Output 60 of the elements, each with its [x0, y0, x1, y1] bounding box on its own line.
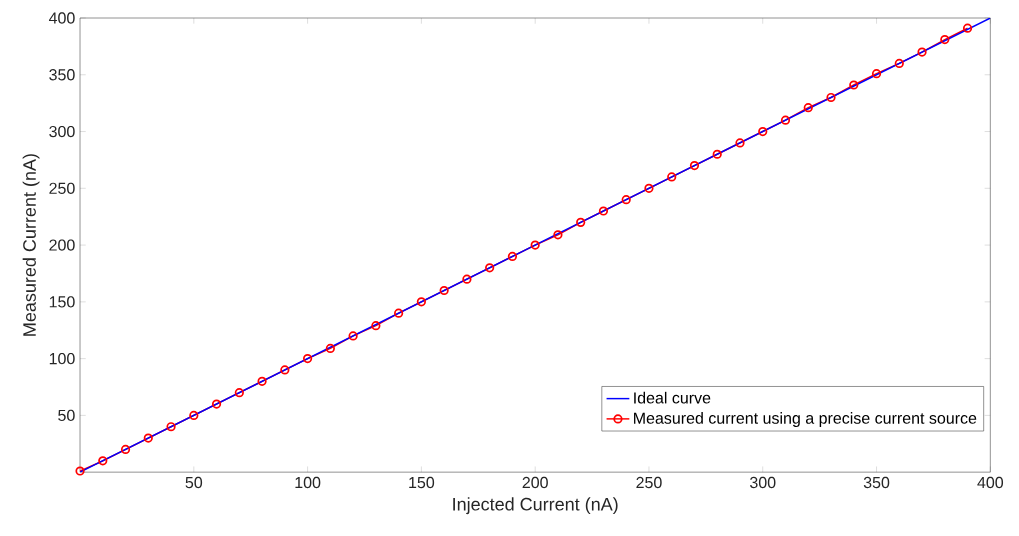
point	[735, 138, 745, 148]
point	[849, 80, 859, 90]
point	[894, 58, 904, 68]
x-tick-label: 300	[750, 476, 776, 489]
point	[98, 456, 108, 466]
point	[371, 321, 381, 331]
point	[234, 387, 244, 398]
x-tick-label: 350	[863, 476, 890, 489]
point	[166, 422, 176, 432]
point	[940, 34, 950, 45]
point	[189, 410, 199, 420]
x-tick-label: 100	[295, 476, 321, 489]
x-tick-label: 200	[522, 476, 548, 489]
x-tick-label: 150	[409, 476, 435, 489]
y-tick-label: 50	[58, 409, 75, 421]
point	[143, 433, 153, 443]
x-tick-label: 250	[636, 476, 662, 489]
point	[758, 126, 768, 137]
point	[644, 183, 654, 193]
point	[280, 365, 290, 375]
point	[120, 444, 131, 454]
point	[826, 92, 836, 103]
point	[962, 23, 973, 33]
y-tick-label: 150	[49, 296, 75, 308]
y-tick-label: 200	[49, 239, 75, 251]
point	[598, 206, 609, 216]
point	[553, 230, 563, 240]
point	[871, 68, 882, 79]
x-axis-title: Injected Current (nA)	[453, 497, 618, 515]
point	[689, 160, 700, 171]
point	[780, 115, 791, 125]
y-tick-label: 400	[48, 12, 75, 24]
legend-label: Measured current using a precise current source	[634, 412, 977, 427]
point	[416, 297, 426, 307]
point	[439, 285, 449, 296]
x-tick-label: 400	[977, 476, 1004, 489]
point	[621, 194, 631, 205]
point	[394, 308, 404, 318]
point	[257, 376, 267, 386]
point	[803, 103, 813, 113]
y-tick-label: 100	[49, 352, 75, 365]
y-tick-label: 350	[49, 69, 75, 81]
x-tick-label: 50	[185, 476, 203, 489]
point	[325, 343, 335, 353]
point	[211, 399, 222, 409]
point	[917, 47, 927, 57]
y-tick-label: 300	[49, 125, 75, 138]
legend-label: Ideal curve	[634, 391, 711, 404]
point	[303, 353, 313, 364]
point	[507, 251, 518, 261]
point	[485, 263, 495, 273]
point	[348, 331, 358, 341]
point	[75, 466, 85, 476]
point	[530, 240, 540, 250]
point	[462, 274, 472, 284]
y-axis-title: Measured Current (nA)	[22, 154, 40, 336]
point	[667, 172, 677, 182]
point	[712, 149, 722, 159]
point	[576, 217, 586, 227]
y-tick-label: 250	[49, 182, 75, 194]
